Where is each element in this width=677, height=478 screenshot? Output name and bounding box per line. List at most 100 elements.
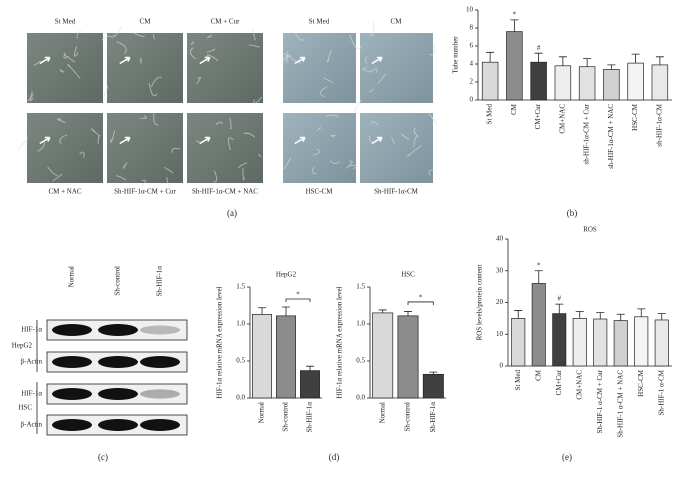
- cell: [189, 47, 196, 60]
- micrograph: [187, 113, 263, 183]
- cell: [348, 164, 358, 170]
- cell: [63, 54, 75, 63]
- cell: [330, 134, 336, 138]
- y-tick-label: 8: [470, 24, 474, 32]
- significance-bracket: [285, 298, 311, 302]
- cell: [329, 160, 341, 165]
- x-tick-label: sh-HIF-1α-CM + NAC: [607, 104, 615, 169]
- x-tick-label: sh-HIF-1α-CM + Cur: [583, 103, 591, 164]
- cell: [79, 151, 85, 158]
- cell: [67, 63, 81, 79]
- cell: [371, 120, 379, 126]
- cell: [196, 76, 201, 85]
- cell: [365, 57, 368, 65]
- panel-label: (a): [227, 208, 237, 218]
- cell: [252, 29, 256, 41]
- cell: [163, 167, 174, 174]
- cell: [406, 144, 423, 157]
- bar: [651, 64, 669, 101]
- y-axis-label: HIF-1α relative mRNA expression level: [336, 286, 344, 398]
- cell: [368, 88, 374, 93]
- bar: [593, 318, 608, 367]
- image-label: CM: [140, 18, 152, 26]
- cell: [101, 35, 114, 41]
- blot-band: [52, 388, 92, 400]
- y-tick-label: 0.5: [236, 357, 245, 365]
- cell: [213, 170, 218, 183]
- x-tick-label: CM: [534, 369, 542, 381]
- x-tick-label: Sh-control: [282, 402, 290, 432]
- error-bar: [534, 52, 543, 63]
- cell: [27, 93, 34, 102]
- y-tick-label: 1.0: [236, 320, 245, 328]
- micrograph: [107, 33, 183, 103]
- y-tick-label: 0: [470, 96, 474, 104]
- error-bar: [558, 56, 567, 66]
- cell: [190, 41, 194, 45]
- bar: [506, 31, 523, 101]
- blot-band: [52, 419, 92, 431]
- blot-column: Sh-control: [114, 266, 122, 296]
- cell: [242, 167, 245, 181]
- error-bar: [514, 310, 523, 319]
- blot-row: HIF-1α: [21, 326, 42, 334]
- error-bar: [555, 303, 564, 314]
- error-bar: [258, 307, 266, 315]
- cell: [116, 41, 127, 55]
- cell: [73, 46, 79, 57]
- micrograph: [360, 33, 433, 103]
- cell: [33, 60, 41, 66]
- image-label: St Med: [309, 18, 330, 26]
- error-bar: [657, 313, 666, 320]
- blot-group: HSC: [18, 404, 32, 412]
- cell: [215, 121, 223, 125]
- cell: [428, 169, 435, 176]
- micrograph: [27, 33, 103, 103]
- y-axis-label: Tube number: [452, 36, 460, 74]
- cell: [326, 50, 332, 63]
- chart-title: ROS: [583, 226, 597, 234]
- cell: [148, 82, 158, 97]
- y-tick-label: 10: [466, 6, 474, 14]
- cell: [153, 113, 159, 126]
- x-tick-label: Sh-HIF-1 α-CM: [657, 369, 665, 415]
- cell: [17, 137, 29, 151]
- bar: [530, 61, 547, 101]
- blot-band: [140, 419, 180, 431]
- blot-band: [52, 324, 92, 336]
- cell: [346, 160, 353, 169]
- cell: [52, 173, 63, 182]
- y-tick-label: 0: [500, 362, 504, 370]
- cell: [311, 166, 317, 175]
- cell: [323, 77, 333, 83]
- blot-row: β-Actin: [21, 358, 43, 366]
- cell: [282, 56, 286, 68]
- cell: [413, 135, 419, 148]
- annotation: #: [537, 44, 541, 52]
- bar: [654, 319, 669, 367]
- panel-label: (d): [329, 452, 340, 462]
- error-bar: [575, 310, 584, 319]
- cell: [288, 54, 301, 64]
- image-label: CM: [391, 18, 403, 26]
- arrow: [119, 136, 131, 145]
- x-tick-label: CM+NAC: [575, 370, 583, 400]
- cell: [427, 111, 438, 126]
- annotation: *: [513, 11, 517, 19]
- cell: [171, 147, 181, 153]
- blot-band: [98, 419, 138, 431]
- blot-column: Sh-HIF-1α: [156, 266, 164, 297]
- error-bar: [486, 51, 495, 63]
- cell: [206, 34, 213, 39]
- micrograph: [187, 33, 263, 103]
- blot-band: [98, 324, 138, 336]
- cell: [249, 44, 260, 48]
- blot-row: HIF-1α: [21, 390, 42, 398]
- cell: [377, 73, 387, 84]
- error-bar: [404, 311, 412, 316]
- blot-row: β-Actin: [21, 421, 43, 429]
- bar: [511, 318, 526, 367]
- error-bar: [637, 308, 646, 317]
- x-tick-label: Normal: [378, 402, 386, 423]
- annotation: *: [296, 291, 300, 299]
